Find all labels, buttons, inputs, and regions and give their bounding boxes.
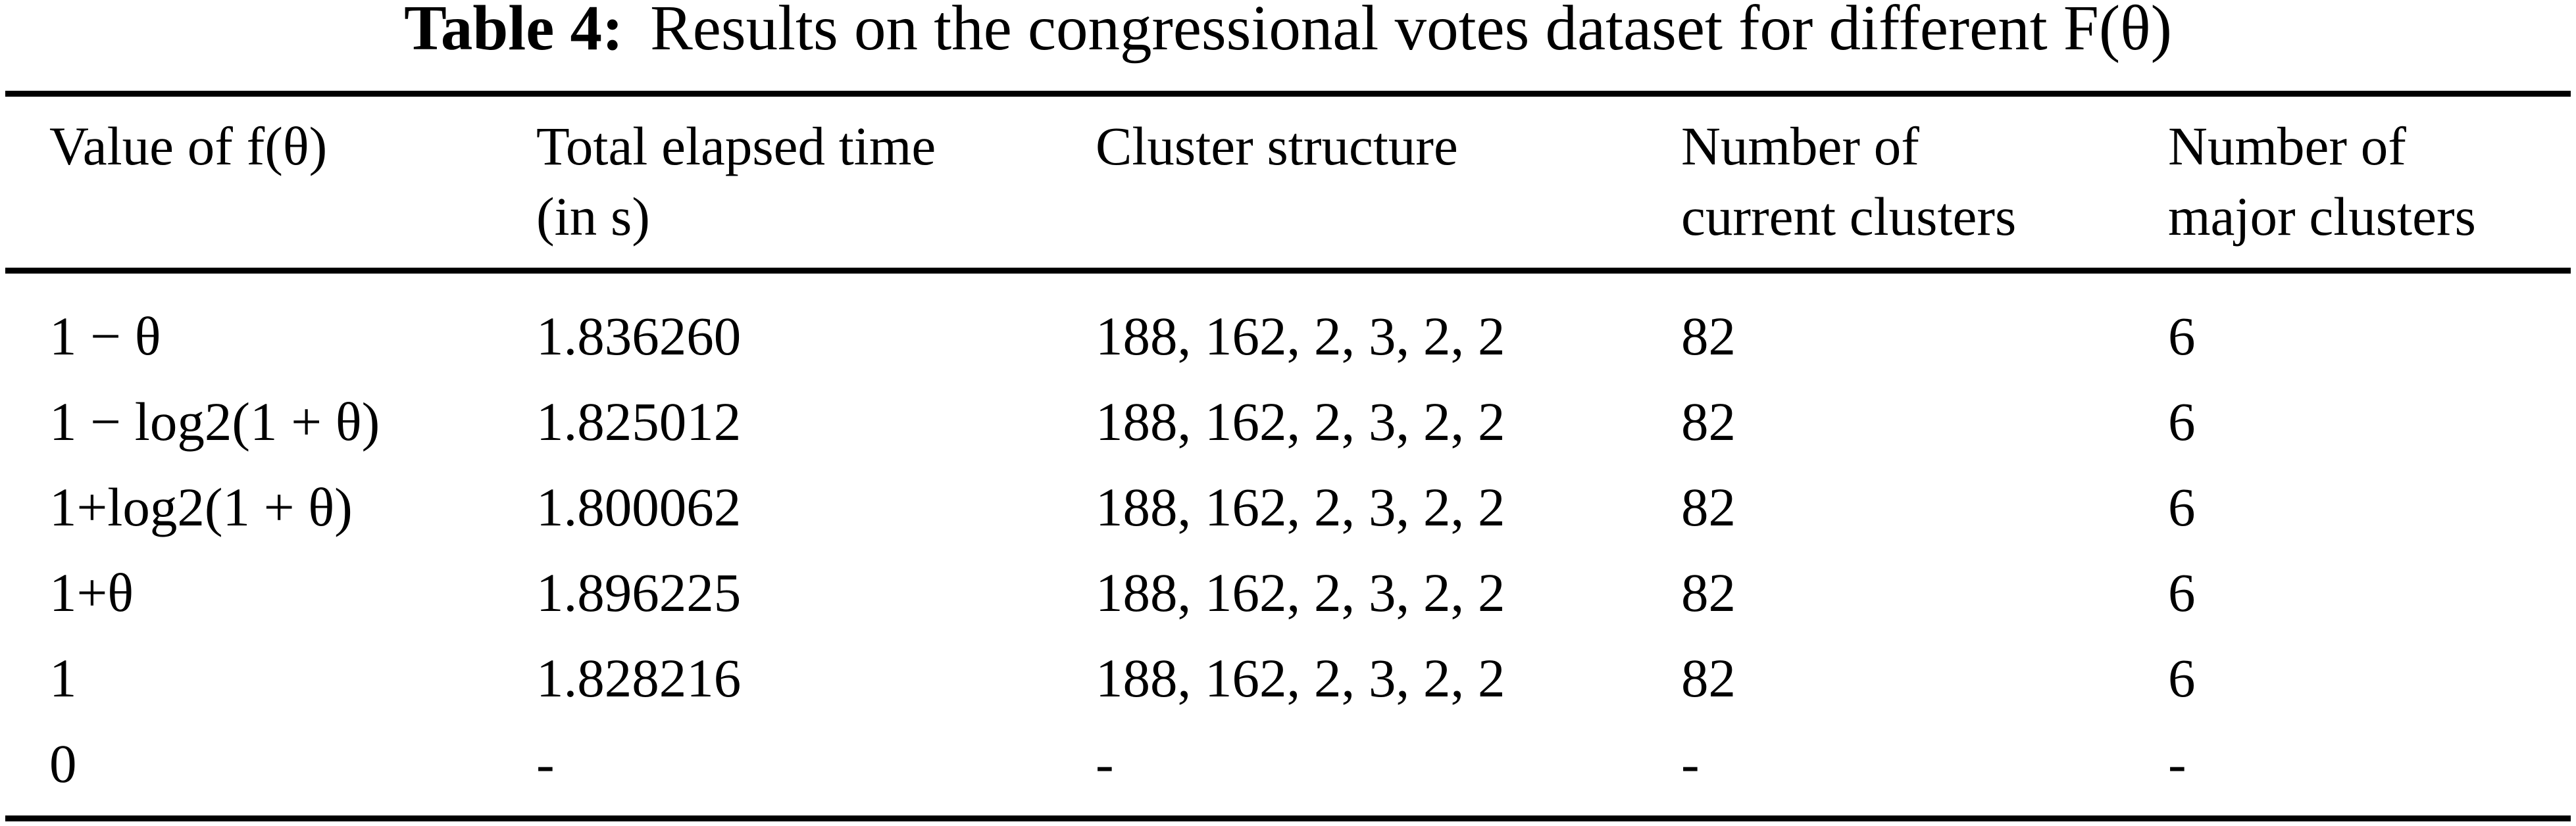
cell-major-clusters: 6 — [2168, 306, 2196, 366]
column-header-current-clusters: Number of current clusters — [1681, 111, 2168, 268]
header-line: (in s) — [536, 186, 650, 247]
cell-cluster-structure: 188, 162, 2, 3, 2, 2 — [1096, 306, 1505, 366]
cell-cluster-structure: - — [1096, 733, 1114, 794]
table-header-rule — [5, 268, 2571, 274]
cell-f-theta: 1+log2(1 + θ) — [49, 477, 353, 537]
cell-major-clusters: 6 — [2168, 477, 2196, 537]
cell-elapsed-time: 1.828216 — [536, 648, 742, 708]
cell-major-clusters: - — [2168, 733, 2186, 794]
header-line: current clusters — [1681, 186, 2017, 247]
column-header-major-clusters: Number of major clusters — [2168, 111, 2571, 268]
table-bottom-rule — [5, 815, 2571, 821]
header-line: major clusters — [2168, 186, 2476, 247]
table-header-row: Value of f(θ) Total elapsed time (in s) … — [5, 97, 2571, 268]
cell-cluster-structure: 188, 162, 2, 3, 2, 2 — [1096, 391, 1505, 452]
column-header-cluster-structure: Cluster structure — [1096, 111, 1681, 268]
header-line: Cluster structure — [1096, 116, 1458, 176]
header-line: Number of — [1681, 116, 1919, 176]
table-caption-text: Results on the congressional votes datas… — [650, 0, 2172, 63]
cell-current-clusters: 82 — [1681, 477, 1736, 537]
table-row: 1+θ 1.896225 188, 162, 2, 3, 2, 2 82 6 — [5, 550, 2571, 635]
cell-current-clusters: 82 — [1681, 562, 1736, 623]
cell-f-theta: 1+θ — [49, 562, 134, 623]
header-line: Number of — [2168, 116, 2406, 176]
cell-cluster-structure: 188, 162, 2, 3, 2, 2 — [1096, 562, 1505, 623]
cell-major-clusters: 6 — [2168, 562, 2196, 623]
cell-major-clusters: 6 — [2168, 648, 2196, 708]
header-line: Total elapsed time — [536, 116, 936, 176]
cell-cluster-structure: 188, 162, 2, 3, 2, 2 — [1096, 648, 1505, 708]
table-row: 1 − log2(1 + θ) 1.825012 188, 162, 2, 3,… — [5, 379, 2571, 464]
table-body: 1 − θ 1.836260 188, 162, 2, 3, 2, 2 82 6… — [5, 274, 2571, 815]
cell-f-theta: 1 — [49, 648, 77, 708]
cell-f-theta: 0 — [49, 733, 77, 794]
cell-f-theta: 1 − θ — [49, 306, 161, 366]
table-caption-label: Table 4: — [404, 0, 624, 63]
header-line: Value of f(θ) — [49, 116, 328, 176]
column-header-f-theta: Value of f(θ) — [49, 111, 536, 268]
cell-current-clusters: 82 — [1681, 648, 1736, 708]
table-row: 1+log2(1 + θ) 1.800062 188, 162, 2, 3, 2… — [5, 464, 2571, 550]
results-table: Value of f(θ) Total elapsed time (in s) … — [5, 91, 2571, 821]
table-row: 1 1.828216 188, 162, 2, 3, 2, 2 82 6 — [5, 635, 2571, 721]
cell-elapsed-time: 1.800062 — [536, 477, 742, 537]
cell-current-clusters: 82 — [1681, 391, 1736, 452]
cell-cluster-structure: 188, 162, 2, 3, 2, 2 — [1096, 477, 1505, 537]
cell-current-clusters: - — [1681, 733, 1700, 794]
table-row: 1 − θ 1.836260 188, 162, 2, 3, 2, 2 82 6 — [5, 293, 2571, 379]
table-caption: Table 4: Results on the congressional vot… — [0, 0, 2576, 60]
column-header-elapsed-time: Total elapsed time (in s) — [536, 111, 1096, 268]
table-top-rule — [5, 91, 2571, 97]
cell-f-theta: 1 − log2(1 + θ) — [49, 391, 380, 452]
cell-elapsed-time: 1.836260 — [536, 306, 742, 366]
cell-elapsed-time: 1.896225 — [536, 562, 742, 623]
cell-elapsed-time: - — [536, 733, 555, 794]
cell-current-clusters: 82 — [1681, 306, 1736, 366]
cell-major-clusters: 6 — [2168, 391, 2196, 452]
table-row: 0 - - - - — [5, 721, 2571, 806]
cell-elapsed-time: 1.825012 — [536, 391, 742, 452]
